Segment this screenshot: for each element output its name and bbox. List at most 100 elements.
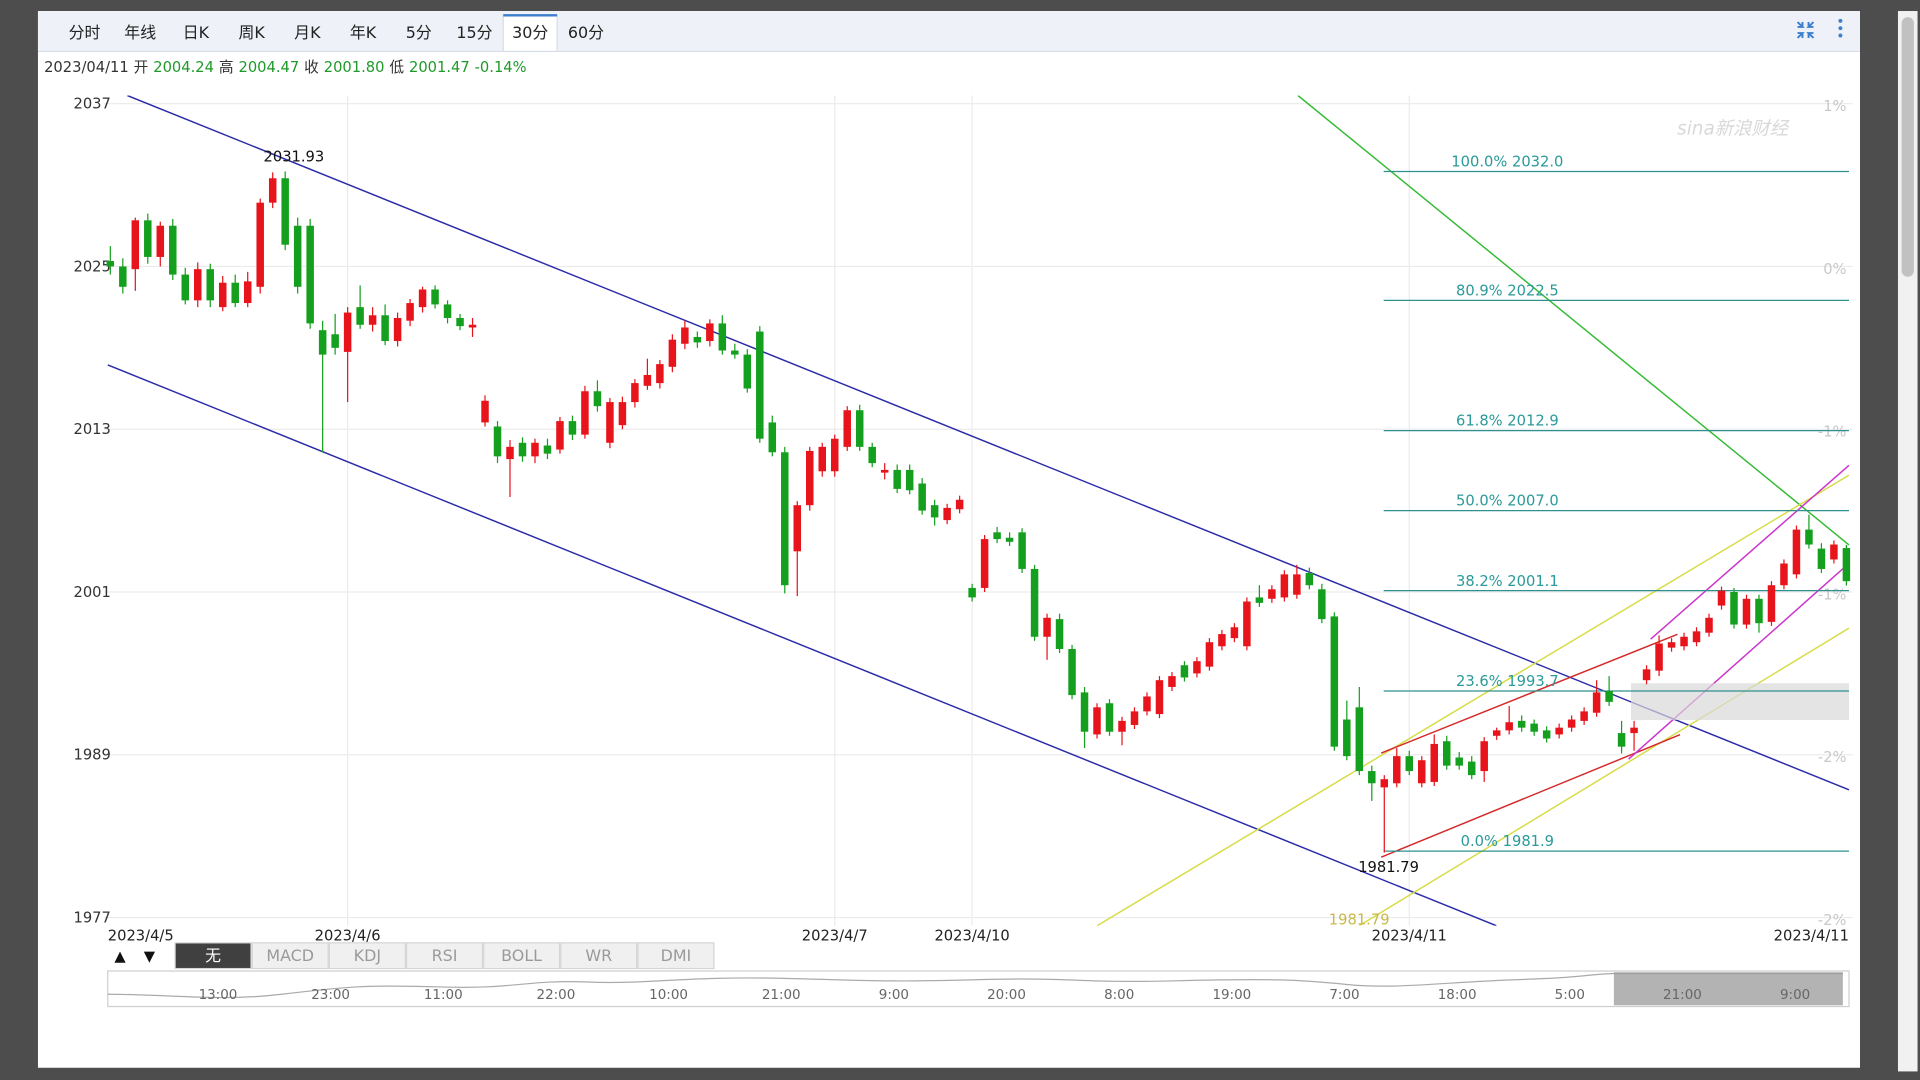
candle-body [930,505,939,518]
y-tick-label: 2013 [73,421,110,438]
indicator-tab[interactable]: DMI [661,946,692,965]
period-tabs: 分时 年线 日K 周K 月K 年K 5分 15分 30分 60分 [69,14,604,53]
candle-body [1343,719,1351,757]
indicator-tab[interactable]: 无 [205,946,221,965]
indicator-tab[interactable]: KDJ [354,946,381,965]
candle-body [1792,529,1801,575]
quote-value: 2001.47 [409,59,470,76]
candle-body [1567,719,1576,728]
fib-label: 50.0% 2007.0 [1456,493,1559,510]
navigator-label: 13:00 [199,988,238,1003]
candle-body [131,220,140,270]
candle-body [1093,707,1101,735]
y-tick-label: 1977 [73,909,110,926]
candle-body [1055,619,1064,649]
period-tab[interactable]: 年线 [124,23,156,42]
candles [106,171,1851,853]
candle-body [731,350,739,355]
candle-body [256,202,264,287]
candle-body [1118,720,1126,732]
candle-body [443,304,452,318]
period-tab[interactable]: 15分 [456,23,492,42]
y-tick-label: 2025 [73,258,110,275]
candle-body [855,410,864,447]
candle-body [543,445,552,454]
candle-body [506,446,514,460]
candle-body [1705,617,1713,633]
period-tab[interactable]: 月K [294,23,321,42]
candle-body [955,499,964,510]
candle-body [431,289,439,305]
candle-body [1455,757,1463,766]
indicator-tab[interactable]: WR [585,946,612,965]
period-tab[interactable]: 年K [350,23,377,42]
navigator-window[interactable] [1613,972,1843,1006]
indicator-tab[interactable]: BOLL [501,946,542,965]
y2-tick-label: 1% [1823,98,1846,115]
quote-date: 2023/04/11 [44,59,129,76]
candle-body [1742,598,1751,625]
fibonacci: 100.0% 2032.0 80.9% 2022.5 61.8% 2012.9 50.… [1383,154,1849,852]
candle-body [1105,703,1114,732]
quote-label: 收 [304,59,319,76]
trend-line [1380,633,1678,754]
period-tab[interactable]: 周K [238,23,265,42]
candle-body [1255,597,1264,603]
candle-body [393,317,402,342]
period-tab[interactable]: 60分 [568,23,604,42]
candle-body [306,225,314,324]
collapse-icon[interactable] [1796,21,1815,39]
candle-body [1830,544,1838,560]
candle-body [1080,692,1089,732]
arrow-button[interactable]: ▲ [114,948,126,965]
navigator-label: 19:00 [1212,988,1251,1003]
navigator-label: 11:00 [424,988,463,1003]
candle-body [643,374,652,386]
y2-tick-label: -1% [1818,586,1847,603]
candle-body [268,178,277,203]
quote-value: 2004.47 [238,59,299,76]
y2-tick-label: -1% [1818,424,1847,441]
candle-body [1542,730,1551,739]
candle-body [631,383,639,403]
y2-tick-label: 0% [1823,261,1846,278]
tab-selected [502,14,558,53]
channel-line [127,95,1850,791]
fib-label: 80.9% 2022.5 [1456,282,1559,299]
period-tab[interactable]: 日K [183,23,210,42]
candle-body [1580,711,1588,721]
candle-body [1368,771,1376,784]
candle-body [1717,590,1726,606]
x-tick-label: 2023/4/7 [802,927,868,944]
candle-body [806,450,814,506]
candle-body [1617,733,1626,747]
candle-body [1530,723,1538,732]
scrollbar-thumb[interactable] [1901,17,1914,277]
indicator-tab[interactable]: MACD [266,946,314,965]
navigator-label: 7:00 [1329,988,1359,1003]
trend-line [1628,562,1850,760]
period-tab[interactable]: 30分 [512,23,548,42]
indicator-tab[interactable]: RSI [432,946,458,965]
y-tick-label: 1989 [73,747,110,764]
indicator-tab-bg [637,942,715,970]
candle-body [1642,669,1651,681]
candle-body [1030,568,1039,637]
candle-body [843,410,851,447]
grid: 2037 1% 2025 0% 2013 -1% 2001 -1% 1989 -2% 1977 -2%… [73,95,1853,944]
candle-body [518,442,527,457]
menu-icon[interactable] [1838,18,1843,38]
candle-body [318,330,327,355]
period-tab[interactable]: 5分 [406,23,432,42]
arrow-button[interactable]: ▼ [144,948,156,965]
quote-label: 开 [134,59,149,76]
candle-body [1755,598,1763,624]
indicator-tab-bg [174,942,252,970]
trend-line [1297,95,1850,546]
candle-body [718,323,727,351]
candle-body [156,225,165,257]
toolbar [37,11,1860,52]
period-tab[interactable]: 分时 [69,23,101,42]
candle-body [793,505,802,552]
